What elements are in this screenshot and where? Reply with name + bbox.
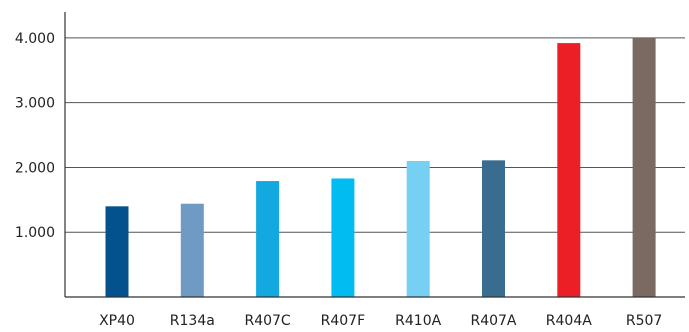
bar-r134a xyxy=(180,203,204,297)
bar-r407a xyxy=(482,160,505,297)
y-tick-label: 2.000 xyxy=(15,160,55,176)
x-tick-label: XP40 xyxy=(99,313,135,329)
x-tick-label: R507 xyxy=(626,313,662,329)
y-tick-label: 4.000 xyxy=(15,31,55,47)
x-tick-label: R407A xyxy=(470,313,516,329)
bar-xp40 xyxy=(105,206,129,297)
x-tick-label: R134a xyxy=(170,313,215,329)
x-tick-label: R407C xyxy=(244,313,290,329)
y-tick-label: 3.000 xyxy=(15,96,55,112)
y-tick-labels: 1.000 2.000 3.000 4.000 xyxy=(15,31,55,241)
bar-r507 xyxy=(632,37,656,298)
x-tick-label: R407F xyxy=(321,313,366,329)
x-tick-label: R404A xyxy=(546,313,592,329)
bar-r407f xyxy=(331,178,355,297)
bars xyxy=(105,37,656,298)
gridlines xyxy=(65,37,685,233)
x-tick-label: R410A xyxy=(395,313,441,329)
y-tick-label: 1.000 xyxy=(15,225,55,241)
bar-r410a xyxy=(406,160,430,297)
bar-r407c xyxy=(256,181,280,297)
axes xyxy=(64,12,685,298)
x-tick-labels: XP40 R134a R407C R407F R410A R407A R404A R507 xyxy=(99,313,662,329)
bar-r404a xyxy=(557,43,581,297)
